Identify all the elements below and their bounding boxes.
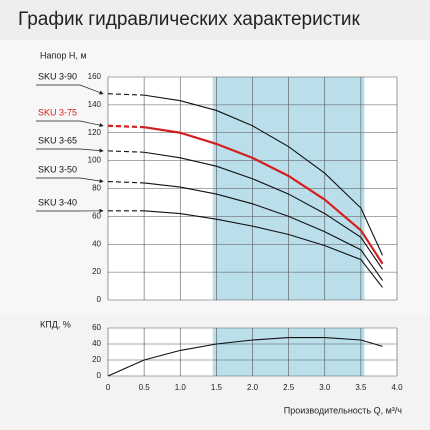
- curve: [144, 182, 383, 281]
- y-tick-label: 0: [97, 295, 102, 304]
- y-tick-label: 60: [92, 211, 101, 220]
- title: График гидравлических характеристик: [18, 9, 361, 30]
- series-label: SKU 3-65: [38, 135, 77, 145]
- y-axis-label: КПД, %: [40, 319, 71, 329]
- x-tick-label: 4.0: [391, 383, 403, 392]
- y-tick-label: 40: [92, 339, 101, 348]
- y-tick-label: 100: [88, 156, 102, 165]
- arrow: [36, 84, 104, 95]
- arrow: [36, 148, 104, 153]
- curve: [144, 94, 384, 256]
- y-tick-label: 160: [88, 72, 102, 81]
- y-tick-label: 20: [92, 355, 101, 364]
- arrow: [36, 177, 104, 184]
- x-axis-label: Производительность Q, м³/ч: [284, 405, 403, 415]
- curve-dashed: [107, 150, 145, 153]
- y-tick-label: 60: [92, 323, 101, 332]
- series-label: SKU 3-40: [38, 197, 77, 207]
- y-tick-label: 0: [97, 371, 102, 380]
- x-tick-label: 0.5: [139, 383, 151, 392]
- x-tick-label: 1.5: [211, 383, 223, 392]
- curve: [144, 210, 383, 288]
- series-label: SKU 3-90: [38, 71, 77, 81]
- curve: [143, 126, 384, 265]
- x-tick-label: 2.5: [283, 383, 295, 392]
- curve: [144, 151, 384, 270]
- x-tick-label: 3.0: [319, 383, 331, 392]
- x-tick-label: 3.5: [355, 383, 367, 392]
- y-tick-label: 20: [92, 267, 101, 276]
- x-tick-label: 0: [106, 383, 111, 392]
- series-label: SKU 3-50: [38, 164, 77, 174]
- y-tick-label: 140: [88, 100, 102, 109]
- y-tick-label: 80: [92, 184, 101, 193]
- curve: [107, 337, 383, 377]
- y-tick-label: 40: [92, 239, 101, 248]
- x-tick-label: 1.0: [175, 383, 187, 392]
- x-tick-label: 2.0: [247, 383, 259, 392]
- y-tick-label: 120: [88, 128, 102, 137]
- curve-dashed: [107, 93, 145, 96]
- series-label: SKU 3-75: [38, 107, 77, 117]
- arrow: [36, 120, 104, 128]
- y-axis-label: Напор Н, м: [40, 50, 87, 60]
- curve-dashed: [107, 180, 145, 184]
- curve-dashed: [107, 124, 145, 129]
